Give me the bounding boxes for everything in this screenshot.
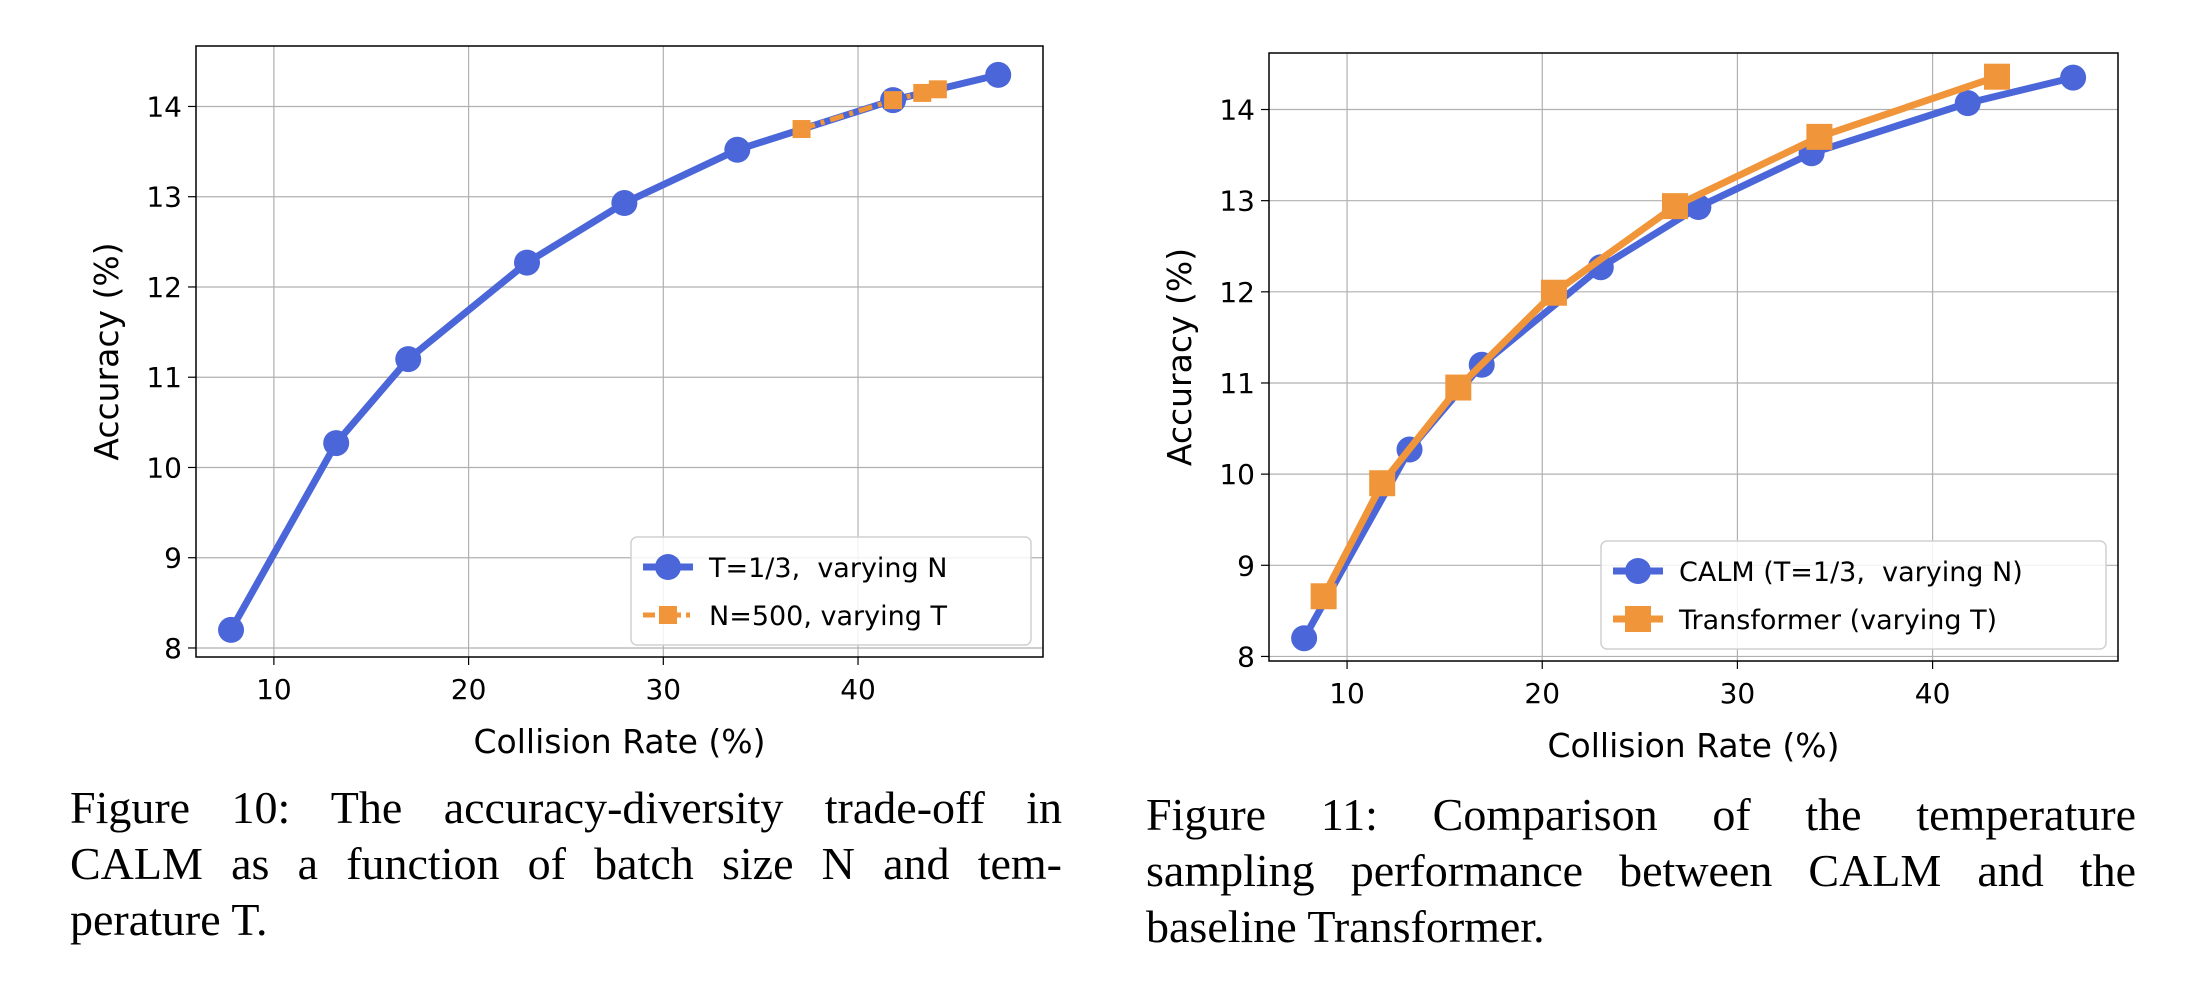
series-line: [800, 86, 939, 132]
x-axis-label: Collision Rate (%): [474, 722, 766, 761]
legend-box: [630, 536, 1032, 646]
y-axis-label: Accuracy (%): [1160, 248, 1199, 466]
y-tick-label: 9: [1237, 549, 1255, 582]
y-tick-label: 12: [1219, 276, 1255, 309]
data-point: [1954, 90, 1981, 117]
y-tick-label: 13: [146, 181, 182, 214]
legend-marker: [655, 554, 681, 580]
y-tick-label: 8: [164, 632, 182, 665]
data-point: [724, 136, 751, 163]
series-2: [1310, 63, 2010, 610]
x-tick-label: 40: [1915, 677, 1951, 710]
plot-frame: [195, 45, 1044, 658]
caption-line: baseline Transformer.: [1146, 901, 1545, 952]
plot-frame: [1268, 52, 2119, 662]
chart-1: 10 20 30 40 8 9 10 11 12 13 14 Collision Rate (%) Ac…: [87, 45, 1044, 761]
caption-line: perature T.: [70, 894, 268, 945]
data-point: [1983, 63, 2010, 90]
data-point: [985, 61, 1012, 88]
data-point: [1540, 279, 1567, 306]
y-tick-label: 14: [146, 90, 182, 123]
data-point: [1661, 193, 1688, 220]
caption-line: CALM as a function of batch size N and t…: [70, 838, 1062, 889]
x-tick-label: 20: [451, 673, 487, 706]
legend-label: CALM (T=1/3, varying N): [1679, 557, 2023, 588]
legend-marker: [1625, 606, 1651, 632]
legend-label: T=1/3, varying N: [708, 553, 947, 584]
x-tick-label: 30: [645, 673, 681, 706]
legend-marker: [659, 606, 677, 624]
legend-label: Transformer (varying T): [1678, 605, 1997, 636]
caption-figure-10: Figure 10: The accuracy-diversity trade-…: [70, 780, 1062, 948]
chart-2: 10 20 30 40 8 9 10 11 12 13 14 Collision Rate (%) Ac…: [1160, 52, 2119, 765]
x-axis-label: Collision Rate (%): [1548, 726, 1840, 765]
y-tick-label: 11: [1219, 367, 1255, 400]
y-tick-label: 12: [146, 271, 182, 304]
caption-line: Figure 11: Comparison of the temperature: [1146, 789, 2136, 840]
data-point: [1445, 374, 1472, 401]
y-tick-label: 10: [146, 451, 182, 484]
data-point: [611, 190, 638, 217]
y-tick-label: 10: [1219, 458, 1255, 491]
data-point: [514, 249, 541, 276]
series-2: [792, 80, 947, 139]
y-tick-label: 11: [146, 361, 182, 394]
x-tick-label: 20: [1524, 677, 1560, 710]
data-point: [218, 616, 245, 643]
y-tick-label: 14: [1219, 94, 1255, 127]
data-point: [792, 120, 811, 139]
y-tick-label: 9: [164, 542, 182, 575]
series-line: [1320, 73, 1999, 598]
legend-box: [1600, 540, 2107, 650]
legend: CALM (T=1/3, varying N) Transformer (vary…: [1600, 540, 2107, 650]
legend-marker: [1625, 558, 1651, 584]
data-point: [913, 83, 932, 102]
data-point: [323, 430, 350, 457]
legend-label: N=500, varying T: [709, 601, 947, 632]
x-tick-label: 40: [840, 673, 876, 706]
data-point: [884, 91, 903, 110]
data-point: [2060, 64, 2087, 91]
caption-line: Figure 10: The accuracy-diversity trade-…: [70, 782, 1062, 833]
legend: T=1/3, varying N N=500, varying T: [630, 536, 1032, 646]
caption-line: sampling performance between CALM and th…: [1146, 845, 2136, 896]
data-point: [1806, 123, 1833, 150]
x-tick-label: 10: [256, 673, 292, 706]
data-point: [1310, 583, 1337, 610]
x-tick-label: 10: [1329, 677, 1365, 710]
data-point: [928, 80, 947, 99]
data-point: [1291, 625, 1318, 652]
y-tick-label: 8: [1237, 640, 1255, 673]
caption-figure-11: Figure 11: Comparison of the temperature…: [1146, 787, 2136, 955]
y-axis-label: Accuracy (%): [87, 242, 126, 460]
data-point: [395, 346, 422, 373]
x-tick-label: 30: [1720, 677, 1756, 710]
data-point: [1369, 470, 1396, 497]
y-tick-label: 13: [1219, 185, 1255, 218]
